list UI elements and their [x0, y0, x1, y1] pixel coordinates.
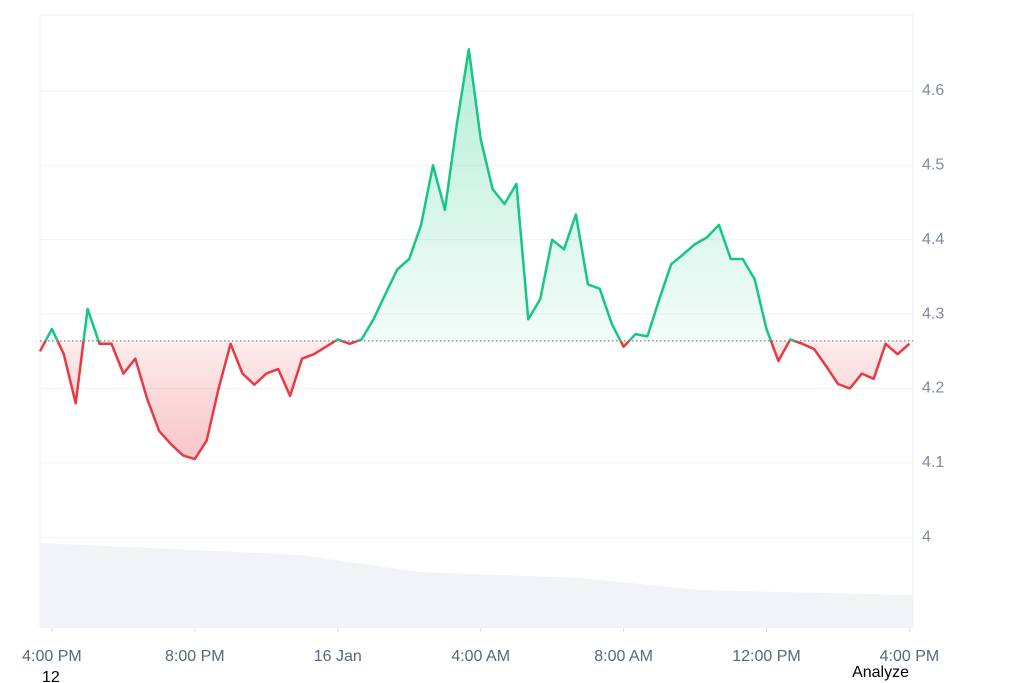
- y-tick-label: 4.4: [922, 231, 944, 248]
- y-tick-label: 4.2: [922, 380, 944, 397]
- x-tick-label: 4:00 PM: [880, 648, 940, 665]
- price-line: [38, 47, 911, 461]
- y-tick-label: 4.5: [922, 156, 944, 173]
- footer-left: 12: [42, 669, 60, 683]
- volume-area: [40, 543, 913, 628]
- y-tick-label: 4.3: [922, 305, 944, 322]
- x-tick-label: 4:00 PM: [22, 648, 82, 665]
- x-tick-label: 4:00 AM: [451, 648, 510, 665]
- footer-right[interactable]: Analyze: [852, 664, 909, 681]
- x-tick-label: 12:00 PM: [732, 648, 800, 665]
- x-tick-label: 16 Jan: [314, 648, 362, 665]
- y-tick-label: 4.1: [922, 454, 944, 471]
- x-tick-label: 8:00 PM: [165, 648, 225, 665]
- x-tick-label: 8:00 AM: [594, 648, 653, 665]
- y-tick-label: 4: [922, 528, 931, 545]
- area: [40, 49, 910, 460]
- y-tick-label: 4.6: [922, 82, 944, 99]
